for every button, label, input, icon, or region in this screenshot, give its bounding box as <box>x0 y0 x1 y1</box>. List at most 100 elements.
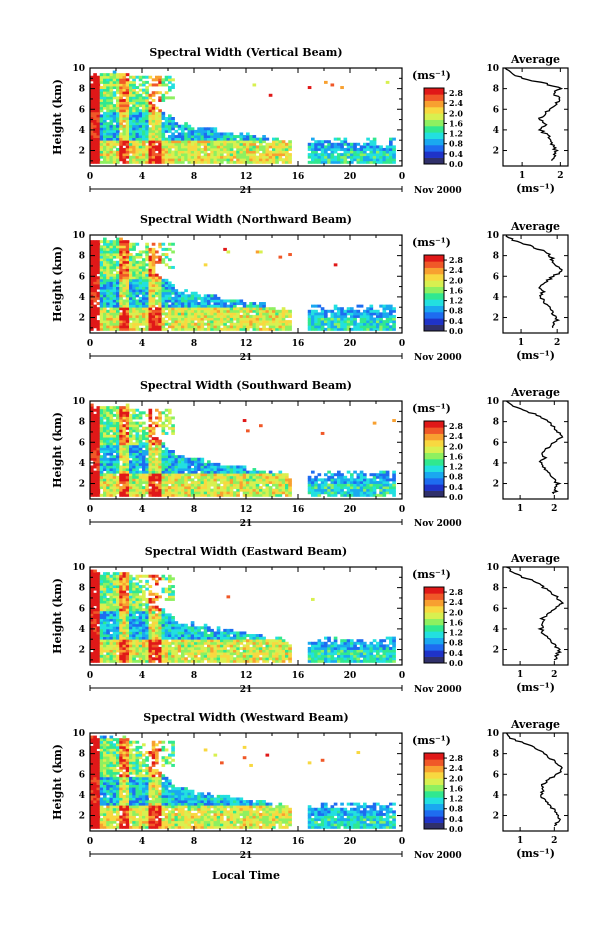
heatmap-cell <box>132 109 136 112</box>
heatmap-cell <box>269 325 273 328</box>
heatmap-cell <box>236 145 240 148</box>
heatmap-cell <box>100 274 104 277</box>
heatmap-cell <box>178 127 182 130</box>
heatmap-cell <box>178 125 182 128</box>
heatmap-cell <box>259 302 263 305</box>
heatmap-cell <box>373 323 377 326</box>
heatmap-cell <box>100 289 104 292</box>
heatmap-cell <box>132 310 136 313</box>
heatmap-cell <box>145 315 149 318</box>
heatmap-cell <box>353 153 357 156</box>
heatmap-cell <box>106 284 110 287</box>
heatmap-cell <box>123 476 127 479</box>
heatmap-cell <box>165 294 169 297</box>
heatmap-cell <box>123 245 127 248</box>
heatmap-cell <box>129 489 133 492</box>
heatmap-cell <box>113 81 117 84</box>
heatmap-cell <box>243 473 247 476</box>
heatmap-cell <box>279 256 283 259</box>
heatmap-cell <box>236 158 240 161</box>
heatmap-cell <box>162 125 166 128</box>
heatmap-cell <box>318 140 322 143</box>
heatmap-cell <box>110 619 114 622</box>
heatmap-cell <box>119 83 123 86</box>
heatmap-cell <box>129 297 133 300</box>
heatmap-cell <box>165 460 169 463</box>
heatmap-cell <box>113 243 117 246</box>
heatmap-cell <box>207 294 211 297</box>
heatmap-cell <box>318 478 322 481</box>
heatmap-cell <box>113 91 117 94</box>
heatmap-cell <box>145 325 149 328</box>
heatmap-cell <box>97 588 101 591</box>
heatmap-cell <box>340 148 344 151</box>
heatmap-cell <box>194 156 198 159</box>
heatmap-cell <box>340 473 344 476</box>
heatmap-cell <box>197 465 201 468</box>
heatmap-cell <box>379 315 383 318</box>
heatmap-cell <box>149 263 153 266</box>
heatmap-cell <box>126 484 130 487</box>
heatmap-cell <box>389 486 393 489</box>
heatmap-cell <box>243 468 247 471</box>
heatmap-cell <box>311 325 315 328</box>
heatmap-cell <box>103 305 107 308</box>
heatmap-cell <box>132 263 136 266</box>
heatmap-cell <box>233 468 237 471</box>
heatmap-cell <box>129 463 133 466</box>
heatmap-cell <box>223 315 227 318</box>
heatmap-cell <box>145 86 149 89</box>
heatmap-cell <box>249 481 253 484</box>
heatmap-cells <box>90 404 396 497</box>
heatmap-cell <box>100 109 104 112</box>
heatmap-cell <box>100 279 104 282</box>
heatmap-cell <box>126 440 130 443</box>
heatmap-cell <box>171 158 175 161</box>
heatmap-cell <box>158 478 162 481</box>
heatmap-cell <box>100 442 104 445</box>
heatmap-cell <box>275 328 279 331</box>
y-tick-label: 6 <box>79 105 85 115</box>
heatmap-cell <box>165 476 169 479</box>
heatmap-cell <box>171 83 175 86</box>
heatmap-cell <box>142 261 146 264</box>
heatmap-cell <box>106 491 110 494</box>
heatmap-cell <box>207 325 211 328</box>
heatmap-cell <box>110 102 114 105</box>
heatmap-cell <box>123 447 127 450</box>
heatmap-cell <box>139 453 143 456</box>
colorbar-segment <box>424 287 444 294</box>
heatmap-cell <box>152 458 156 461</box>
heatmap-cell <box>123 325 127 328</box>
heatmap-cell <box>142 302 146 305</box>
heatmap-cell <box>327 156 331 159</box>
heatmap-cell <box>220 299 224 302</box>
heatmap-cell <box>282 473 286 476</box>
heatmap-cell <box>139 89 143 92</box>
colorbar-segment <box>424 306 444 313</box>
colorbar-tick-label: 0.4 <box>449 482 463 492</box>
heatmap-cell <box>383 489 387 492</box>
heatmap-cell <box>119 271 123 274</box>
heatmap-cell <box>249 471 253 474</box>
heatmap-cell <box>106 437 110 440</box>
colorbar-segment <box>424 325 444 332</box>
heatmap-cell <box>197 130 201 133</box>
heatmap-cell <box>165 130 169 133</box>
heatmap-cell <box>142 148 146 151</box>
heatmap-cell <box>93 266 97 269</box>
heatmap-cell <box>119 611 123 614</box>
heatmap-cell <box>136 307 140 310</box>
heatmap-cell <box>184 122 188 125</box>
heatmap-cell <box>178 318 182 321</box>
heatmap-cell <box>392 419 396 422</box>
heatmap-cell <box>253 476 257 479</box>
heatmap-cell <box>113 603 117 606</box>
heatmap-cell <box>149 440 153 443</box>
heatmap-cell <box>249 310 253 313</box>
heatmap-cell <box>145 112 149 115</box>
heatmap-cell <box>175 320 179 323</box>
heatmap-cell <box>253 135 257 138</box>
heatmap-cell <box>113 588 117 591</box>
heatmap-cell <box>132 120 136 123</box>
